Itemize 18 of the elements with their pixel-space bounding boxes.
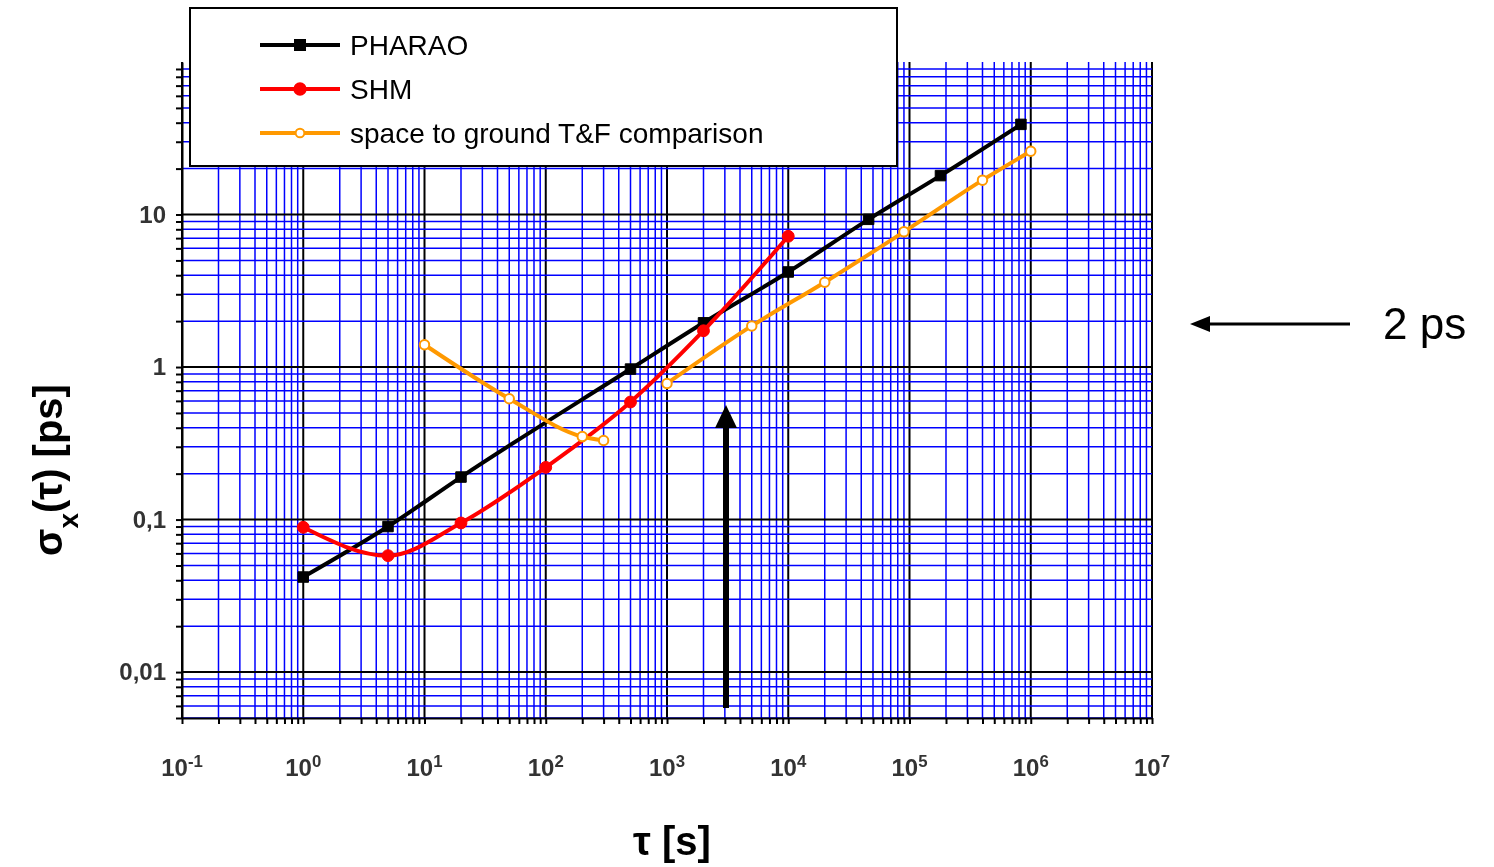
x-tick-label: 10$^{4}$ — [770, 751, 807, 781]
x-tick-label: 10$^{-1}$ — [161, 751, 203, 781]
legend-label: space to ground T&F comparison — [350, 118, 764, 149]
y-tick-label: 1 — [152, 353, 166, 381]
x-tick-label: 10$^{3}$ — [648, 751, 686, 781]
y-tick-label: 0,1 — [132, 505, 166, 533]
x-axis-title: τ [s] — [633, 819, 711, 863]
legend-label: PHARAO — [350, 30, 469, 61]
x-tick-label: 10$^{1}$ — [406, 751, 443, 781]
y-tick-label: 0,01 — [119, 658, 166, 686]
text: 2 ps — [1383, 299, 1467, 348]
x-tick-label: 10$^{7}$ — [1133, 751, 1171, 781]
y-tick-label: 10 — [139, 200, 166, 228]
x-tick-label: 10$^{0}$ — [285, 751, 322, 781]
x-tick-label: 10$^{5}$ — [891, 751, 928, 781]
x-tick-label: 10$^{6}$ — [1012, 751, 1049, 781]
legend-label: SHM — [350, 74, 413, 105]
x-tick-label: 10$^{2}$ — [527, 751, 564, 781]
